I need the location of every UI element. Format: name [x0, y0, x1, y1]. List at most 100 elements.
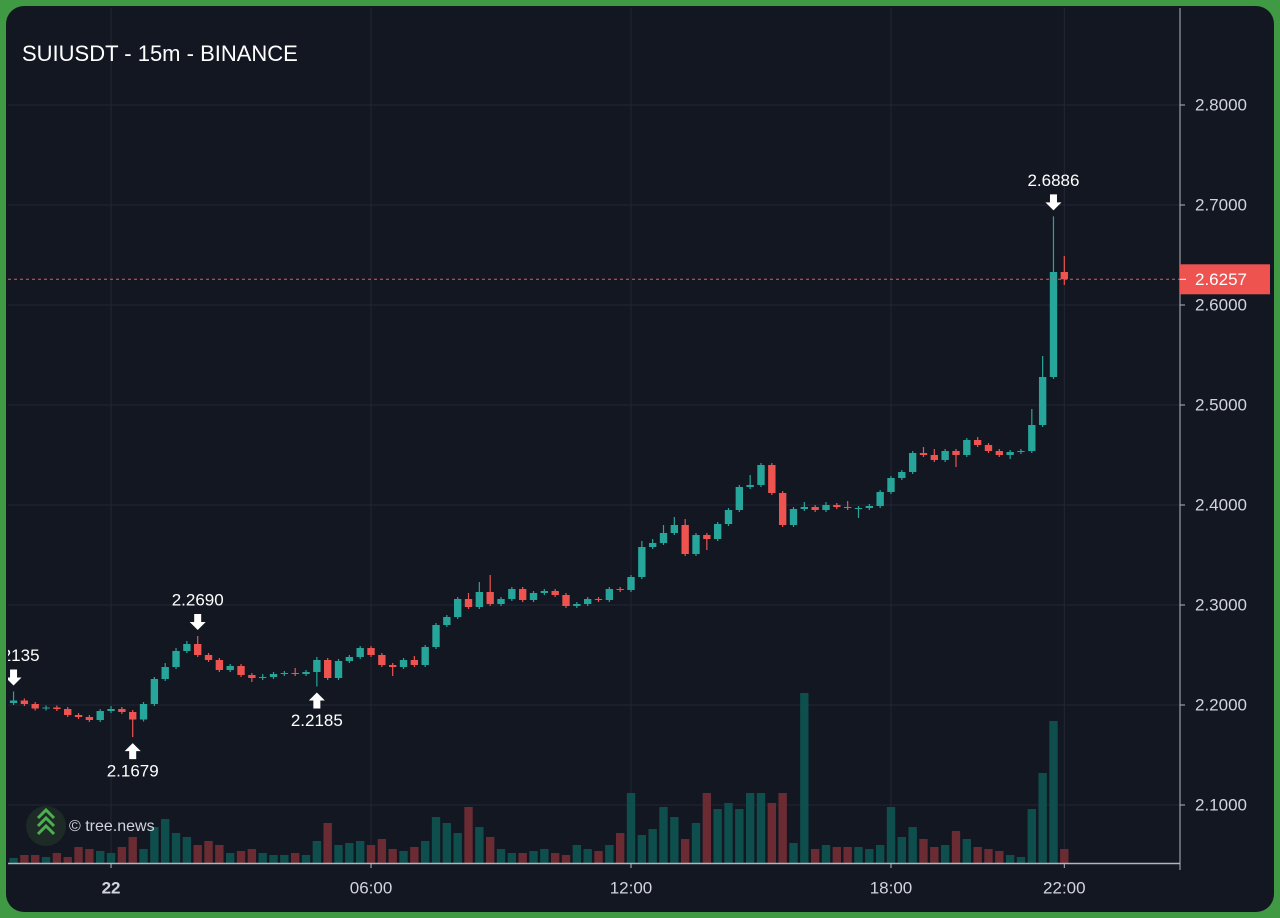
volume-bar — [193, 845, 202, 863]
volume-bar — [767, 803, 777, 863]
volume-bar — [280, 855, 289, 863]
candle-body — [778, 493, 787, 525]
candle-body — [302, 672, 310, 674]
volume-bar — [680, 839, 690, 863]
candle-body — [854, 508, 863, 509]
candle-body — [670, 525, 679, 533]
watermark-chevrons — [36, 807, 56, 836]
candle-body — [605, 589, 614, 600]
marker-arrow — [308, 692, 325, 709]
candle-body — [410, 660, 419, 665]
volume-bar — [41, 857, 51, 863]
volume-bar — [897, 837, 907, 863]
candle-body — [269, 674, 278, 677]
volume-bar — [161, 819, 170, 863]
candle-body — [659, 533, 668, 543]
candle-body — [356, 648, 364, 657]
y-tick-label: 2.4000 — [1195, 495, 1247, 514]
candle-body — [31, 704, 39, 709]
volume-bar — [171, 833, 181, 863]
candle-body — [1017, 451, 1025, 452]
volume-bar — [356, 841, 365, 863]
candle-body — [172, 651, 180, 667]
volume-bar — [117, 847, 127, 863]
candle-body — [432, 625, 440, 647]
candle-body — [313, 660, 321, 672]
volume-bar — [399, 851, 408, 863]
candle-body — [215, 660, 224, 670]
volume-bar — [269, 855, 278, 863]
candle-body — [475, 592, 484, 607]
volume-bar — [875, 845, 885, 863]
volume-bar — [518, 853, 527, 863]
candle-body — [1028, 425, 1036, 451]
volume-bar — [345, 843, 354, 863]
volume-bar — [1005, 855, 1015, 863]
candle-body — [53, 707, 61, 709]
y-tick-label: 2.2000 — [1195, 695, 1247, 714]
candle-body — [692, 535, 700, 554]
volume-bar — [984, 849, 993, 863]
volume-bar — [713, 809, 722, 863]
candle-body — [291, 673, 299, 674]
volume-bar — [85, 849, 94, 863]
candle-body — [995, 451, 1003, 455]
candle-body — [713, 524, 722, 539]
volume-bar — [96, 851, 105, 863]
candle-body — [96, 711, 104, 720]
candle-body — [648, 543, 657, 547]
candle-body — [789, 509, 798, 525]
volume-bar — [334, 845, 343, 863]
volume-bar — [724, 803, 733, 863]
volume-bar — [388, 849, 397, 863]
y-tick-label: 2.3000 — [1195, 595, 1247, 614]
candle-body — [226, 666, 234, 670]
candle-body — [941, 451, 949, 460]
candle-body — [421, 647, 429, 665]
marker-arrow — [8, 669, 22, 686]
candle-body — [453, 599, 462, 617]
candle-body — [497, 599, 505, 604]
candle-body — [930, 455, 938, 460]
volume-bar — [312, 841, 322, 863]
volume-bar — [550, 853, 560, 863]
candle-body — [1038, 377, 1047, 425]
volume-bar — [1016, 857, 1026, 863]
price-pane: 2.2135 2.2690 2.1679 2.2185 2.6886 — [8, 171, 1180, 781]
volume-bar — [778, 793, 787, 863]
volume-bar — [453, 833, 462, 863]
volume-bar — [106, 853, 116, 863]
candle-body — [627, 577, 635, 590]
volume-bar — [204, 841, 213, 863]
volume-bar — [442, 823, 452, 863]
candle-body — [161, 667, 169, 679]
volume-bar — [258, 853, 267, 863]
candle-body — [378, 655, 386, 665]
candle-body — [259, 677, 267, 678]
candle-body — [638, 547, 646, 577]
volume-bar — [247, 849, 257, 863]
price-marker: 2.2690 — [172, 590, 224, 630]
volume-bar — [464, 807, 473, 863]
x-tick-label: 22 — [102, 878, 121, 897]
volume-bar — [561, 855, 571, 863]
volume-bar — [930, 847, 939, 863]
candle-body — [324, 660, 332, 678]
volume-bar — [626, 793, 636, 863]
volume-bar — [973, 847, 982, 863]
volume-bar — [821, 845, 831, 863]
candle-body — [681, 525, 689, 554]
volume-bar — [301, 855, 311, 863]
candle-body — [367, 648, 375, 655]
last-price-box — [1180, 264, 1270, 295]
volume-bar — [366, 845, 376, 863]
marker-arrow — [189, 614, 206, 630]
candle-body — [486, 592, 494, 604]
volume-bar — [572, 845, 582, 863]
price-marker: 2.2185 — [291, 692, 343, 730]
volume-bar — [995, 851, 1004, 863]
candle-body — [822, 505, 830, 510]
x-tick-label: 22:00 — [1043, 878, 1086, 897]
volume-bar — [431, 817, 441, 863]
